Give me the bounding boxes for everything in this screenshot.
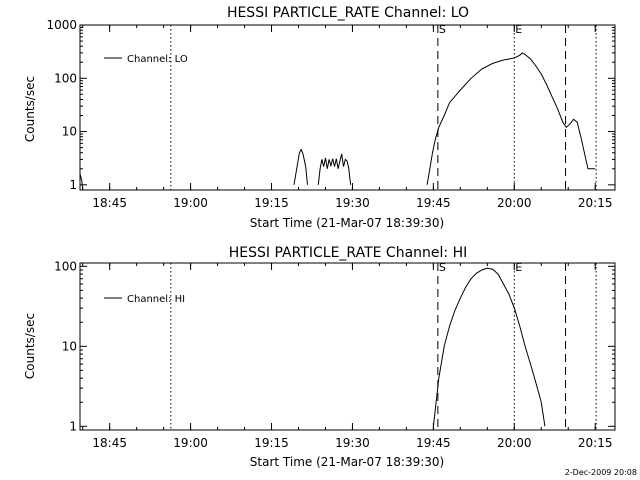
lo-series-line xyxy=(426,52,596,185)
hi-x-tick-label: 20:00 xyxy=(497,436,532,450)
hi-x-tick-label: 19:15 xyxy=(254,436,289,450)
hi-x-tick-label: 18:45 xyxy=(92,436,127,450)
lo-chart-title: HESSI PARTICLE_RATE Channel: LO xyxy=(227,5,469,21)
hi-y-axis-label: Counts/sec xyxy=(23,313,37,379)
hi-y-tick-label: 1 xyxy=(69,419,77,433)
lo-legend-label: Channel: LO xyxy=(127,54,188,65)
lo-x-tick-label: 18:45 xyxy=(92,196,127,210)
hi-marker-label-e: E xyxy=(515,261,522,274)
hi-marker-label-s: S xyxy=(439,261,446,274)
hi-y-tick-label: 100 xyxy=(54,259,77,273)
lo-y-tick-label: 1 xyxy=(69,178,77,192)
lo-plot-frame xyxy=(79,24,616,191)
lo-legend: Channel: LO xyxy=(104,54,188,65)
hi-series-line xyxy=(432,267,546,427)
lo-y-tick-label: 1000 xyxy=(46,18,77,32)
hi-chart-title: HESSI PARTICLE_RATE Channel: HI xyxy=(229,245,467,261)
lo-y-tick-label: 10 xyxy=(62,125,77,139)
lo-channel-panel: HESSI PARTICLE_RATE Channel: LO Counts/s… xyxy=(23,5,616,230)
lo-x-tick-label: 19:45 xyxy=(416,196,451,210)
hi-x-tick-label: 20:15 xyxy=(578,436,613,450)
lo-y-tick-label: 100 xyxy=(54,71,77,85)
lo-x-tick-label: 20:00 xyxy=(497,196,532,210)
hi-x-tick-label: 19:00 xyxy=(173,436,208,450)
hi-x-tick-label: 19:30 xyxy=(335,436,370,450)
hi-legend-label: Channel: HI xyxy=(127,294,185,305)
lo-y-axis-label: Counts/sec xyxy=(23,76,37,142)
hi-legend: Channel: HI xyxy=(104,294,185,305)
lo-series-line xyxy=(293,148,308,185)
hi-plot-frame xyxy=(79,262,616,431)
lo-series-line xyxy=(317,153,352,185)
hi-x-tick-label: 19:45 xyxy=(416,436,451,450)
hi-channel-panel: HESSI PARTICLE_RATE Channel: HI Counts/s… xyxy=(23,245,616,469)
lo-marker-label-e: E xyxy=(515,23,522,36)
lo-marker-label-s: S xyxy=(439,23,446,36)
date-stamp: 2-Dec-2009 20:08 xyxy=(565,468,637,477)
lo-x-tick-label: 19:30 xyxy=(335,196,370,210)
lo-x-tick-label: 20:15 xyxy=(578,196,613,210)
hi-y-tick-label: 10 xyxy=(62,339,77,353)
hi-x-axis-label: Start Time (21-Mar-07 18:39:30) xyxy=(250,455,444,469)
lo-x-tick-label: 19:15 xyxy=(254,196,289,210)
lo-x-tick-label: 19:00 xyxy=(173,196,208,210)
lo-x-axis-label: Start Time (21-Mar-07 18:39:30) xyxy=(250,216,444,230)
lo-series-line xyxy=(79,173,84,191)
